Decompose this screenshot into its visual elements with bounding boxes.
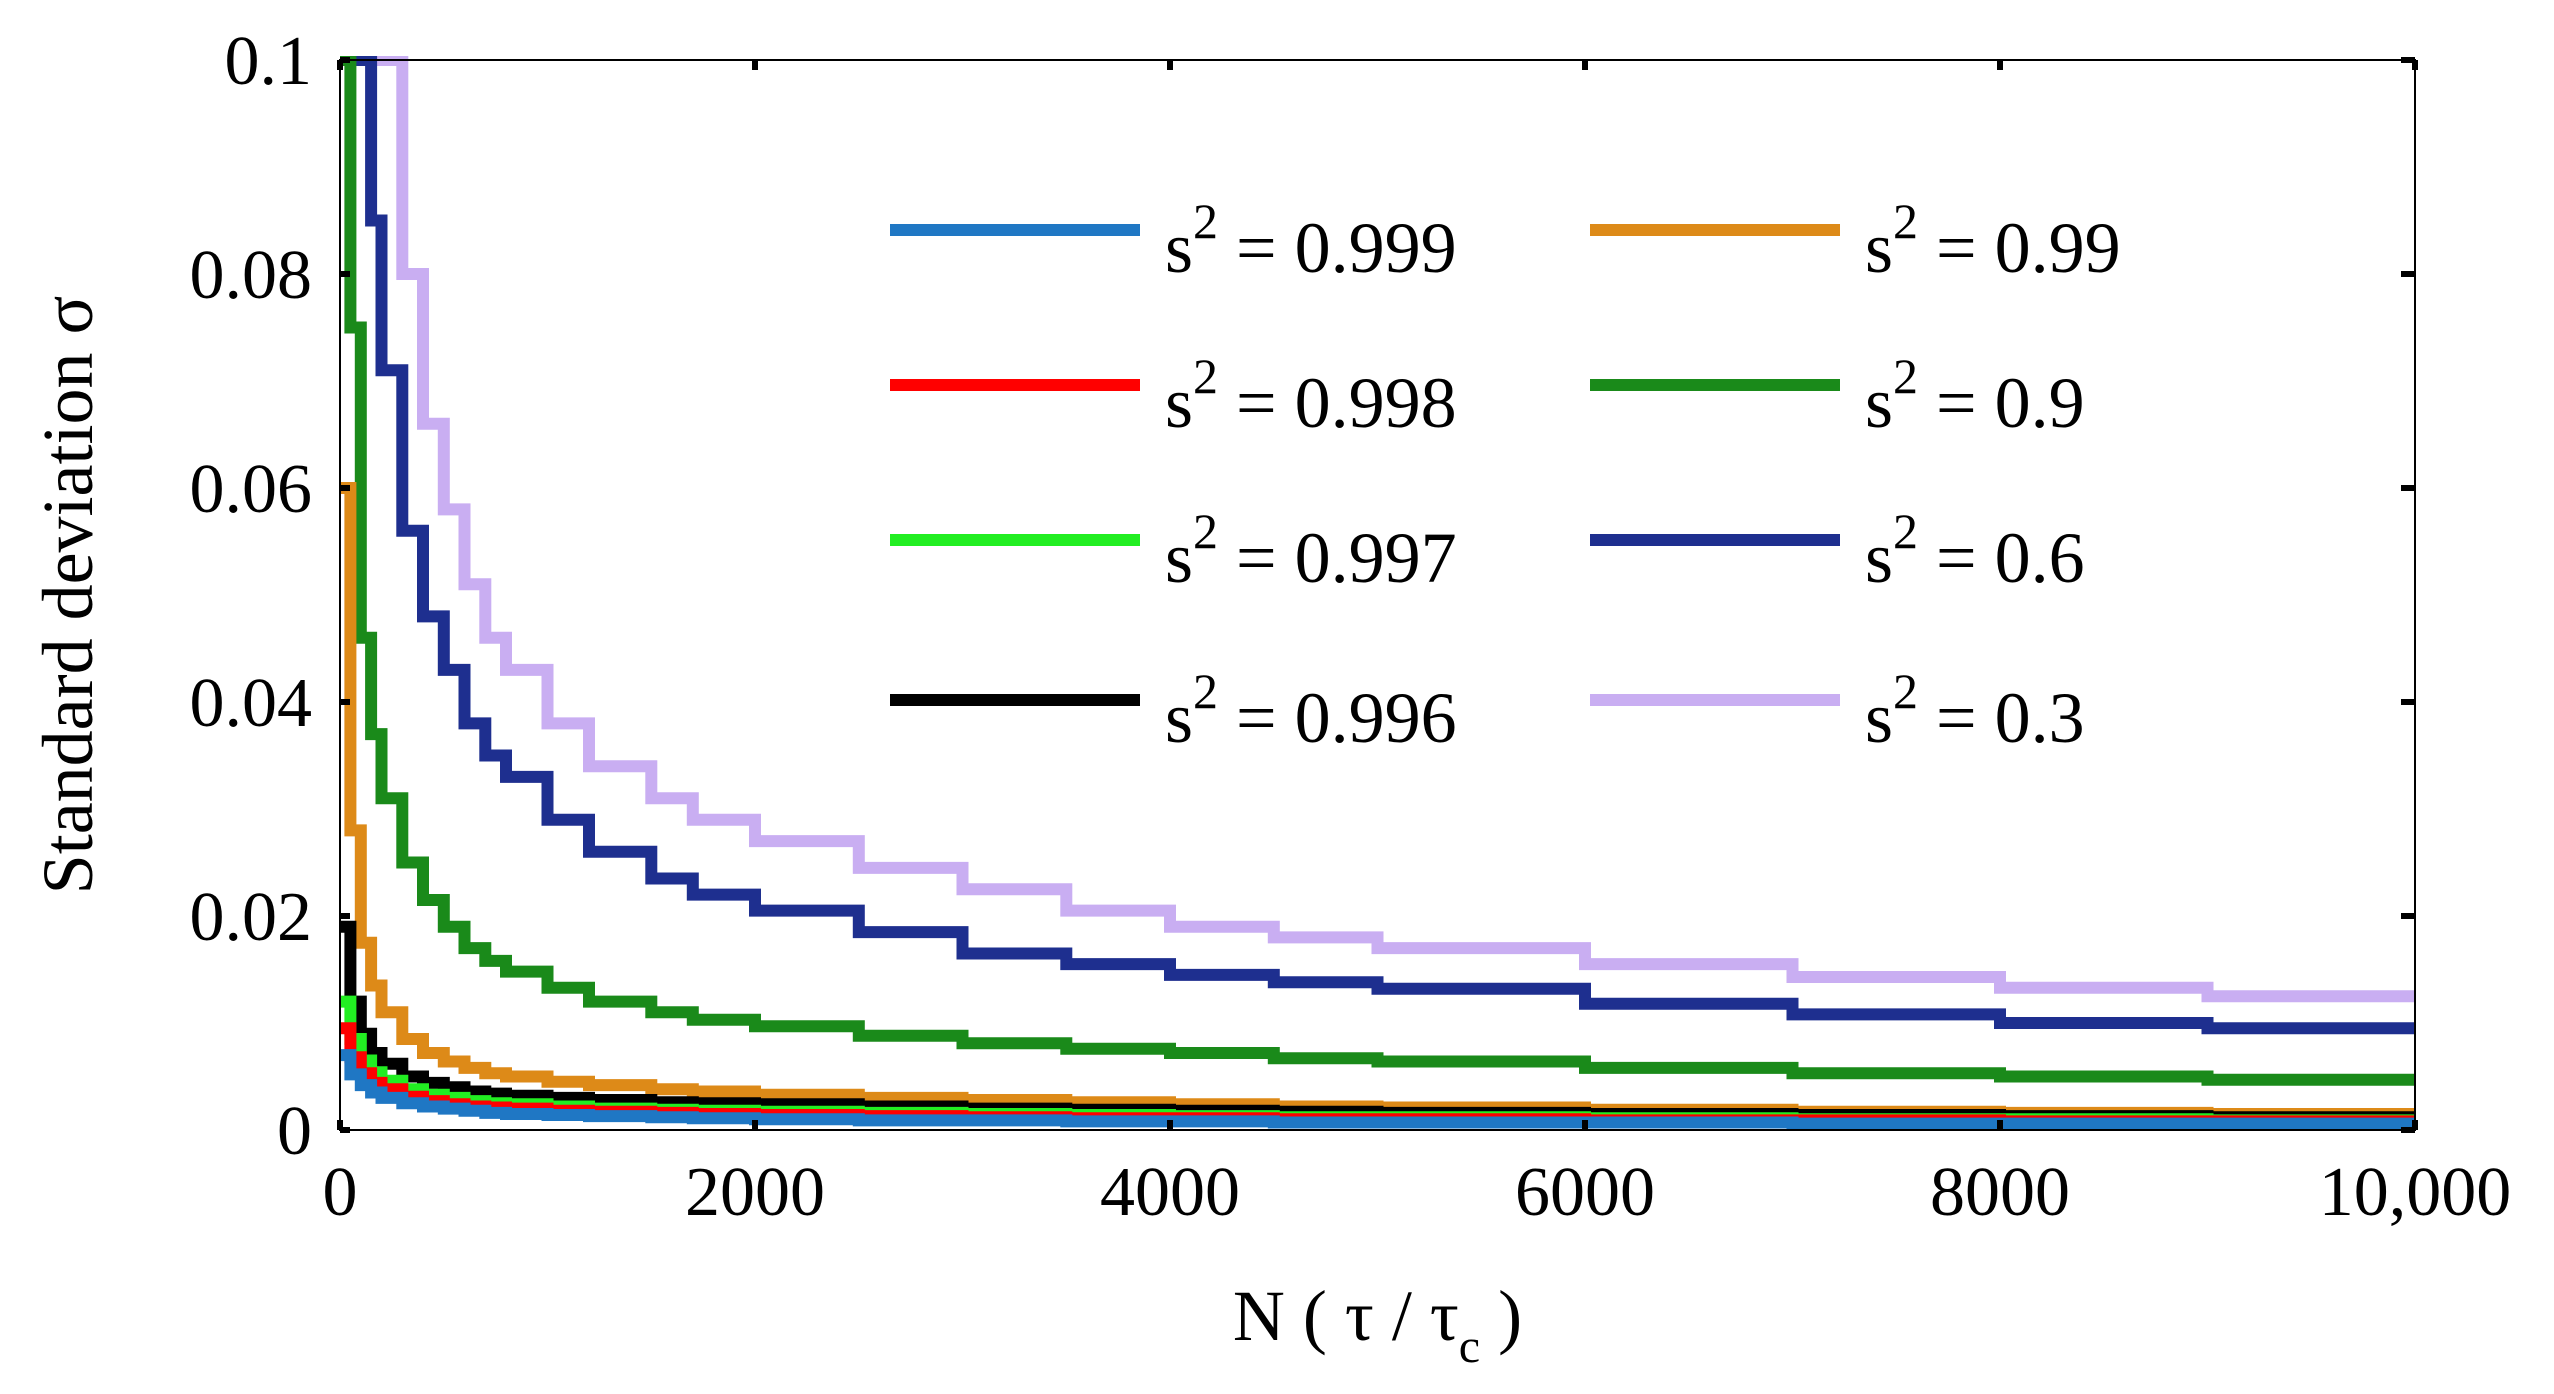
legend-label-base: s [1865, 678, 1893, 758]
y-tick-label: 0.04 [190, 665, 313, 742]
legend-label-sup: 2 [1193, 503, 1218, 559]
series-line-s2_09 [340, 56, 2415, 1086]
x-tick-label: 0 [323, 1154, 358, 1231]
x-axis-title-suffix: ) [1480, 1276, 1522, 1356]
legend-label-value: = 0.998 [1218, 363, 1457, 443]
legend-label-sup: 2 [1893, 348, 1918, 404]
legend-label-s2_0999: s2 = 0.999 [1165, 193, 1457, 288]
y-tick-label: 0.08 [190, 237, 313, 314]
legend-label-sup: 2 [1893, 663, 1918, 719]
y-tick-label: 0.02 [190, 879, 313, 956]
y-axis-title: Standard deviation σ [28, 296, 108, 895]
legend-label-base: s [1165, 363, 1193, 443]
x-axis-title-main: N ( τ / τ [1233, 1276, 1459, 1356]
x-tick-label: 6000 [1515, 1154, 1655, 1231]
x-tick-label: 2000 [685, 1154, 825, 1231]
legend-label-base: s [1865, 363, 1893, 443]
legend-label-value: = 0.3 [1918, 678, 2085, 758]
legend-label-s2_09: s2 = 0.9 [1865, 348, 2085, 443]
legend-label-value: = 0.6 [1918, 518, 2085, 598]
legend-label-value: = 0.997 [1218, 518, 1457, 598]
legend-label-s2_0996: s2 = 0.996 [1165, 663, 1457, 758]
legend-label-sup: 2 [1193, 348, 1218, 404]
plot-frame [339, 59, 2416, 1131]
legend-label-value: = 0.99 [1918, 208, 2121, 288]
tick-layer: 0 2000 4000 6000 8000 10,000 0 0.02 0.04 0.06 0.08… [190, 23, 2512, 1231]
series-line-s2_03 [340, 56, 2415, 1003]
legend-label-sup: 2 [1193, 663, 1218, 719]
legend-label-s2_0998: s2 = 0.998 [1165, 348, 1457, 443]
y-tick-label: 0.1 [225, 23, 313, 100]
legend-label-base: s [1165, 518, 1193, 598]
x-tick-label: 8000 [1930, 1154, 2070, 1231]
series-layer [340, 56, 2415, 1130]
x-tick-label: 4000 [1100, 1154, 1240, 1231]
x-axis-title-subscript: c [1459, 1320, 1480, 1373]
legend-label-base: s [1165, 678, 1193, 758]
legend-label-sup: 2 [1893, 193, 1918, 249]
legend-label-value: = 0.9 [1918, 363, 2085, 443]
legend-label-s2_06: s2 = 0.6 [1865, 503, 2085, 598]
legend-label-base: s [1165, 208, 1193, 288]
x-axis-title: N ( τ / τc ) [1233, 1276, 1522, 1373]
legend-label-s2_0997: s2 = 0.997 [1165, 503, 1457, 598]
y-tick-label: 0 [277, 1093, 312, 1170]
legend-label-value: = 0.996 [1218, 678, 1457, 758]
series-line-s2_06 [340, 56, 2415, 1035]
x-tick-label: 10,000 [2319, 1154, 2512, 1231]
legend-label-value: = 0.999 [1218, 208, 1457, 288]
legend-label-base: s [1865, 208, 1893, 288]
legend-label-sup: 2 [1893, 503, 1918, 559]
legend-label-s2_099: s2 = 0.99 [1865, 193, 2121, 288]
legend-label-sup: 2 [1193, 193, 1218, 249]
legend-label-s2_03: s2 = 0.3 [1865, 663, 2085, 758]
series-line-s2_0999 [340, 1049, 2415, 1130]
y-tick-label: 0.06 [190, 451, 313, 528]
legend-label-base: s [1865, 518, 1893, 598]
